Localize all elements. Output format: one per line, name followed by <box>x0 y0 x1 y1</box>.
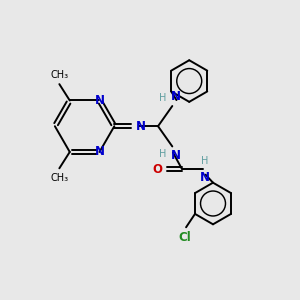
Text: N: N <box>200 170 209 184</box>
Text: N: N <box>170 90 181 103</box>
Text: N: N <box>94 146 104 158</box>
Text: H: H <box>159 149 166 159</box>
Text: H: H <box>159 93 166 103</box>
Text: Cl: Cl <box>178 231 191 244</box>
Text: CH₃: CH₃ <box>50 173 68 183</box>
Text: N: N <box>135 120 146 133</box>
Text: CH₃: CH₃ <box>50 70 68 80</box>
Text: N: N <box>94 94 104 107</box>
Text: N: N <box>170 149 181 162</box>
Text: O: O <box>152 163 162 176</box>
Text: H: H <box>201 156 208 166</box>
